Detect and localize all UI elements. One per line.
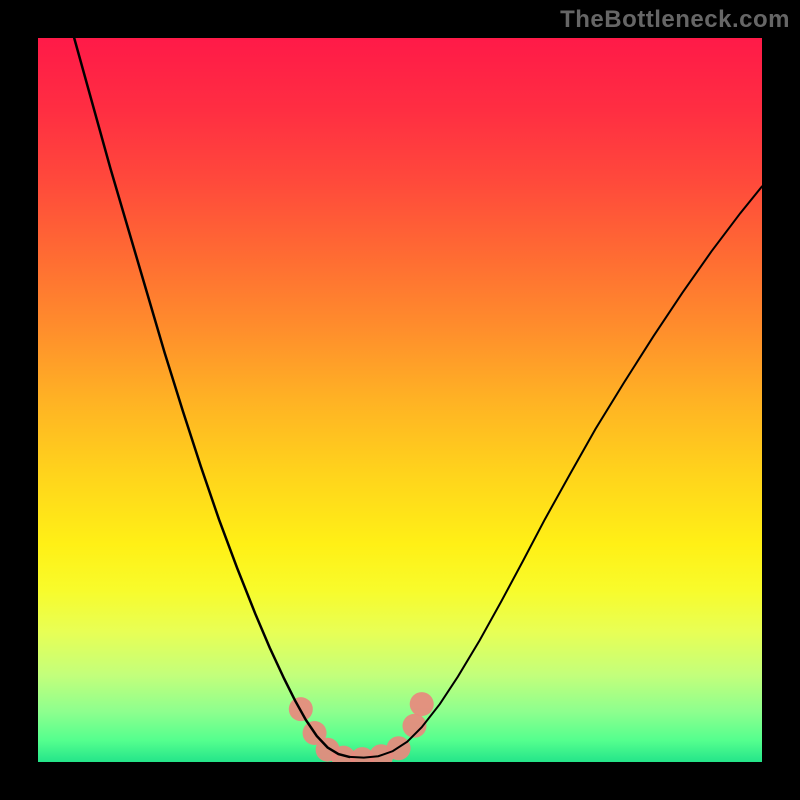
watermark-text: TheBottleneck.com xyxy=(560,6,790,34)
plot-area xyxy=(38,38,762,762)
chart-frame: TheBottleneck.com xyxy=(0,0,800,800)
background-gradient xyxy=(38,38,762,762)
